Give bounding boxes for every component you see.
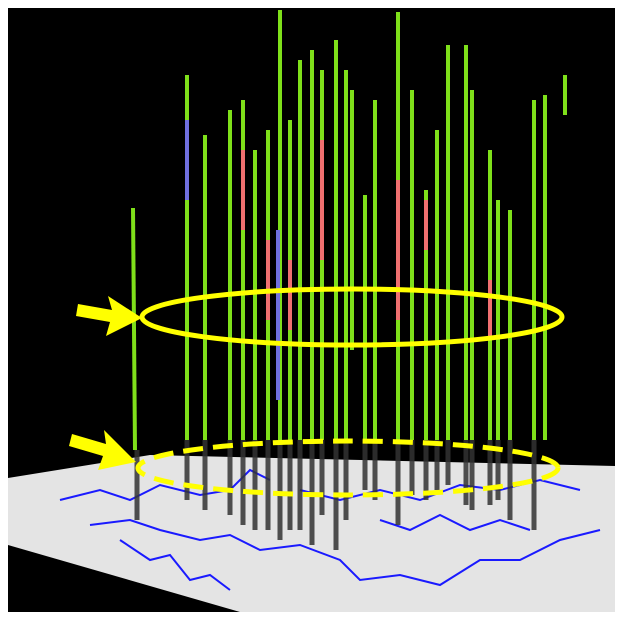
visualization — [0, 0, 623, 618]
page — [0, 0, 623, 618]
